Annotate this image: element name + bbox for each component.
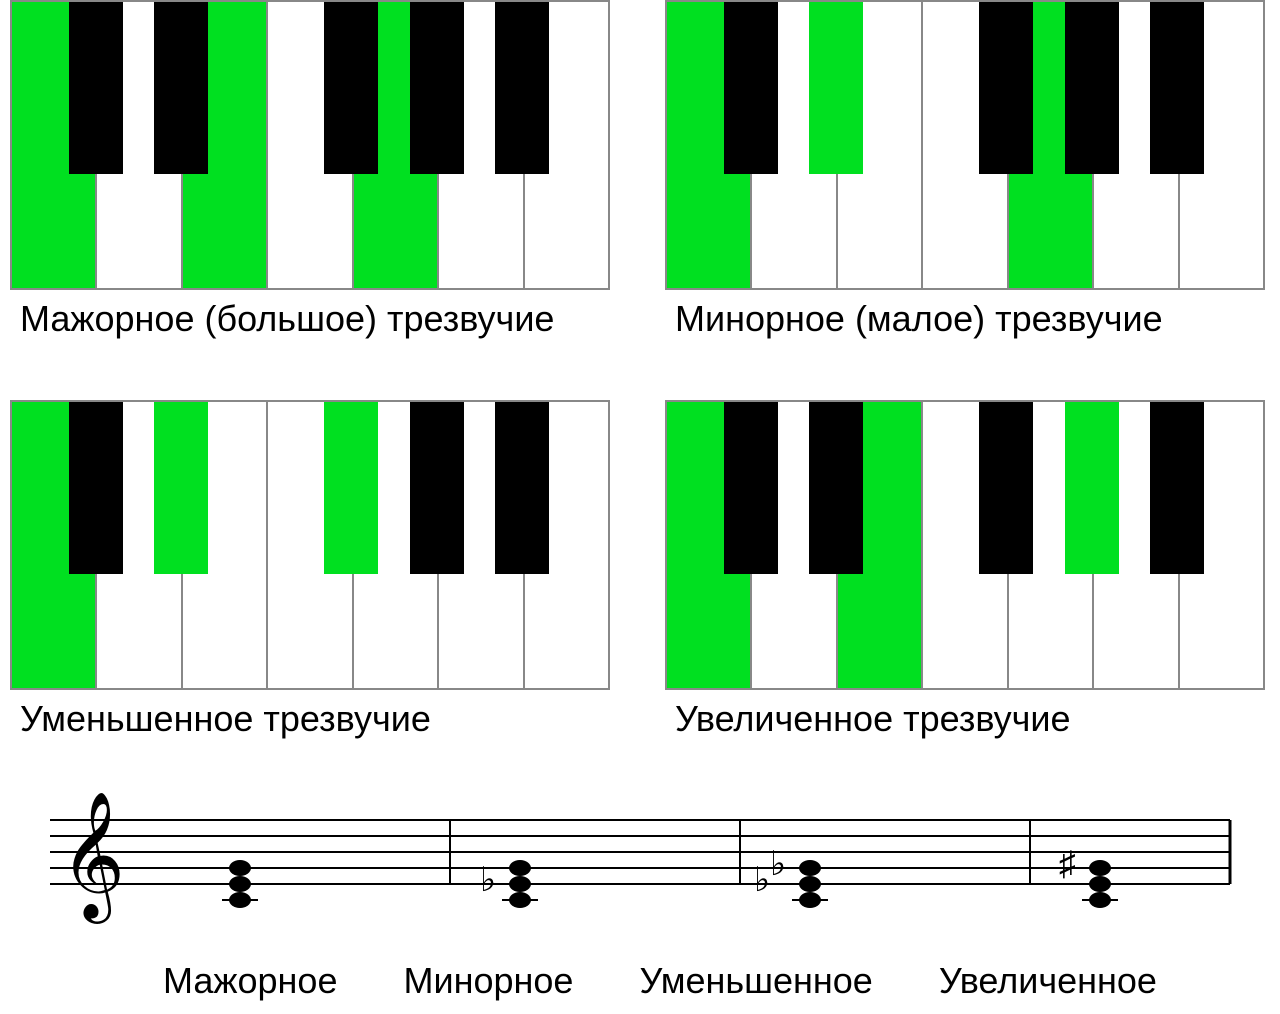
caption-major: Мажорное (большое) трезвучие	[20, 298, 554, 340]
music-staff: 𝄞♭♭♭♯	[30, 770, 1250, 950]
black-key-2	[979, 2, 1033, 174]
keyboard-diminished	[10, 400, 610, 690]
panel-major: Мажорное (большое) трезвучие	[10, 0, 615, 340]
staff-label-3: Увеличенное	[939, 960, 1157, 1002]
black-key-1	[809, 402, 863, 574]
black-key-3	[1065, 402, 1119, 574]
black-key-4	[495, 2, 549, 174]
flat-accidental-icon: ♭	[480, 862, 496, 899]
black-key-3	[410, 402, 464, 574]
sharp-accidental-icon: ♯	[1059, 846, 1076, 883]
black-key-1	[154, 402, 208, 574]
note-diminished-1	[799, 876, 821, 892]
note-diminished-2	[799, 860, 821, 876]
black-key-2	[324, 402, 378, 574]
staff-label-2: Уменьшенное	[639, 960, 872, 1002]
panel-minor: Минорное (малое) трезвучие	[665, 0, 1270, 340]
keyboard-major	[10, 0, 610, 290]
staff-label-1: Минорное	[403, 960, 573, 1002]
black-key-3	[1065, 2, 1119, 174]
black-key-2	[324, 2, 378, 174]
black-key-0	[69, 2, 123, 174]
treble-clef-icon: 𝄞	[60, 793, 125, 924]
caption-minor: Минорное (малое) трезвучие	[675, 298, 1163, 340]
keyboard-augmented	[665, 400, 1265, 690]
black-key-0	[724, 2, 778, 174]
black-key-0	[724, 402, 778, 574]
caption-diminished: Уменьшенное трезвучие	[20, 698, 431, 740]
staff-label-0: Мажорное	[163, 960, 337, 1002]
note-major-2	[229, 860, 251, 876]
note-augmented-2	[1089, 860, 1111, 876]
black-key-2	[979, 402, 1033, 574]
note-major-1	[229, 876, 251, 892]
panel-augmented: Увеличенное трезвучие	[665, 400, 1270, 740]
black-key-0	[69, 402, 123, 574]
note-minor-1	[509, 876, 531, 892]
caption-augmented: Увеличенное трезвучие	[675, 698, 1071, 740]
black-key-4	[495, 402, 549, 574]
note-augmented-1	[1089, 876, 1111, 892]
note-minor-2	[509, 860, 531, 876]
black-key-1	[154, 2, 208, 174]
keyboards-grid: Мажорное (большое) трезвучие Минорное (ма…	[0, 0, 1280, 740]
black-key-4	[1150, 2, 1204, 174]
flat-accidental-icon: ♭	[754, 862, 770, 899]
black-key-4	[1150, 402, 1204, 574]
black-key-3	[410, 2, 464, 174]
flat-accidental-icon: ♭	[770, 846, 786, 883]
staff-labels-row: Мажорное Минорное Уменьшенное Увеличенное	[30, 960, 1250, 1002]
panel-diminished: Уменьшенное трезвучие	[10, 400, 615, 740]
staff-section: 𝄞♭♭♭♯ МажорноеМинорноеУменьшенноеУвеличе…	[0, 770, 1280, 1002]
black-key-1	[809, 2, 863, 174]
keyboard-minor	[665, 0, 1265, 290]
